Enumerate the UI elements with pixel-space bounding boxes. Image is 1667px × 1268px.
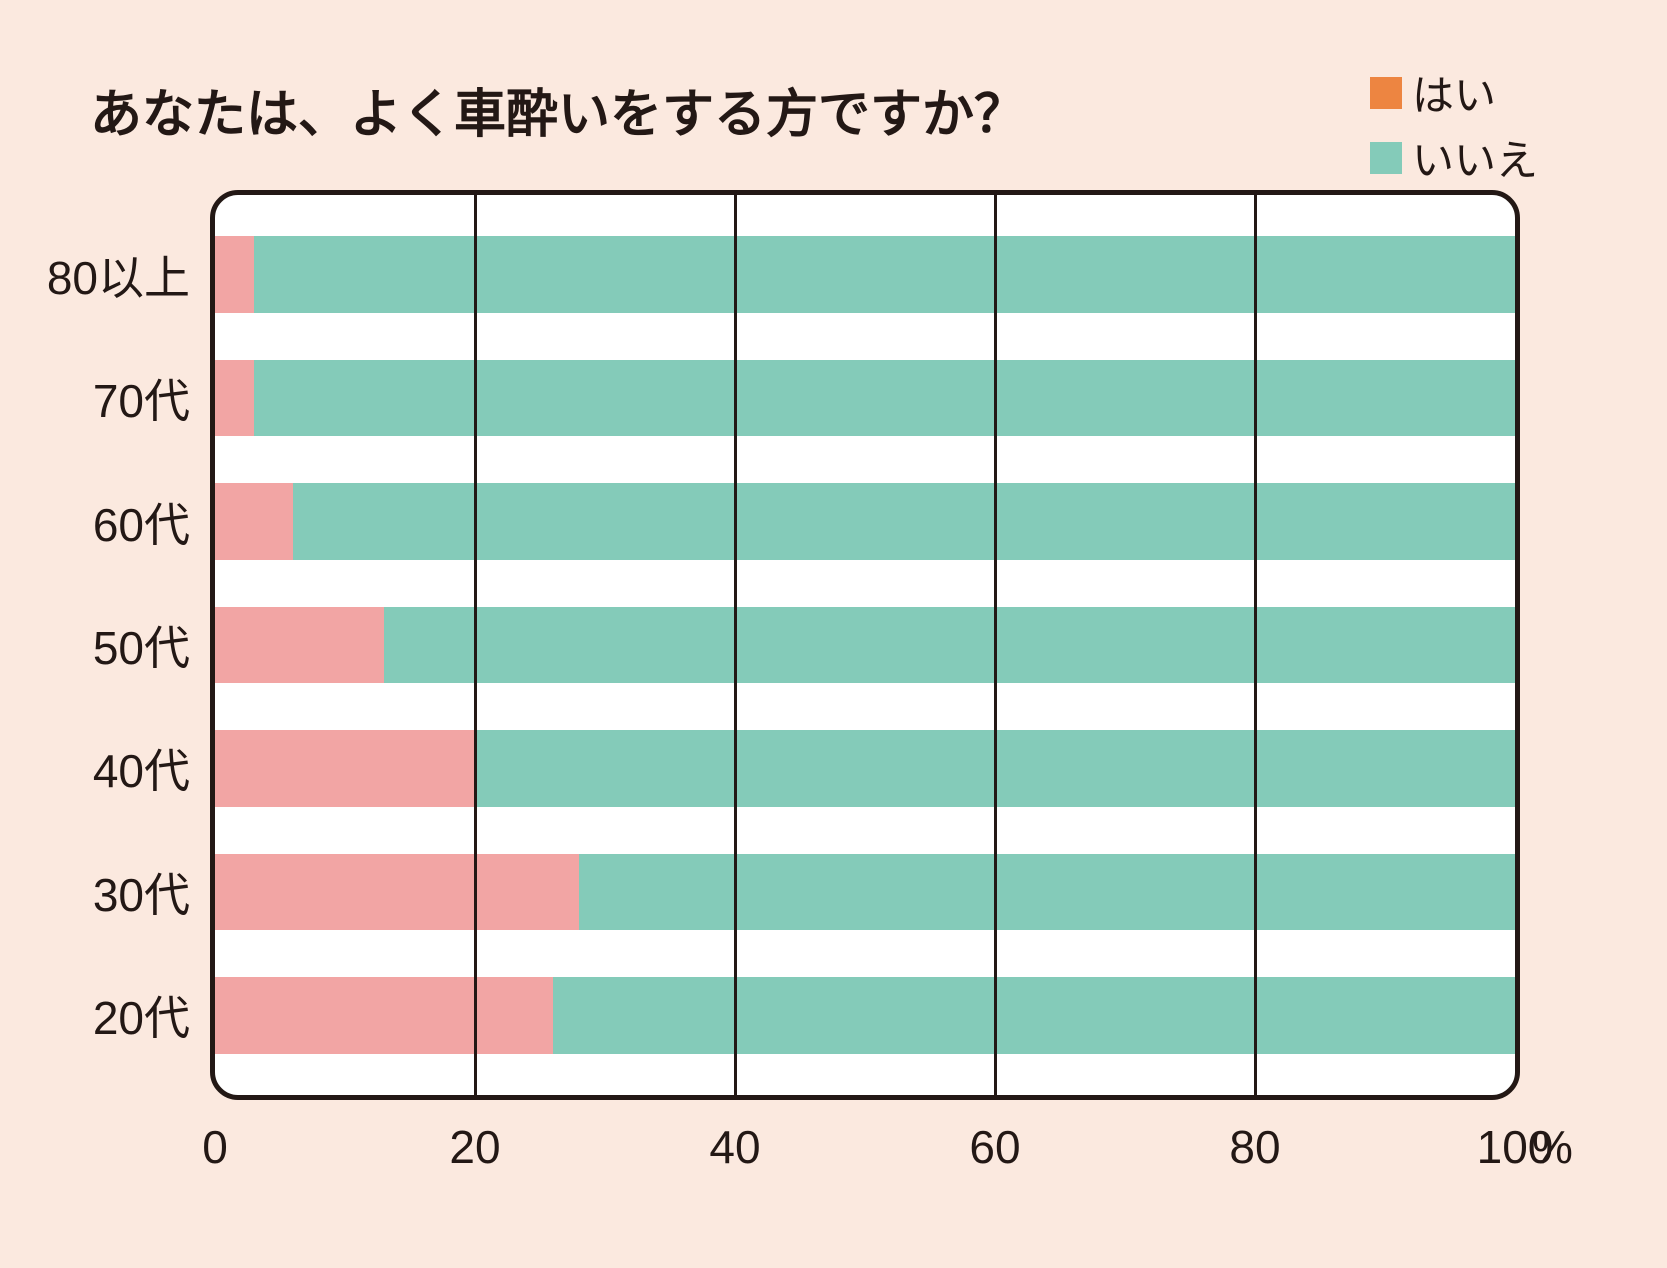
- legend-label-no: いいえ: [1412, 127, 1538, 188]
- bar-row: [215, 213, 1515, 336]
- y-axis-label: 20代: [93, 982, 190, 1048]
- chart-title: あなたは、よく車酔いをする方ですか？: [90, 72, 1026, 147]
- bar-segment-yes: [215, 730, 475, 807]
- y-axis-label: 50代: [93, 612, 190, 678]
- page: あなたは、よく車酔いをする方ですか？ はい いいえ % 80以上70代60代50…: [0, 0, 1667, 1268]
- bar-segment-yes: [215, 977, 553, 1054]
- legend-item-no: いいえ: [1370, 127, 1538, 188]
- bars-container: [215, 195, 1515, 1095]
- bar-row: [215, 336, 1515, 459]
- bar-track: [215, 360, 1515, 437]
- y-axis-label: 70代: [93, 365, 190, 431]
- y-axis-label: 30代: [93, 859, 190, 925]
- x-axis-label: 100: [1477, 1120, 1554, 1174]
- legend-label-yes: はい: [1412, 62, 1496, 123]
- bar-segment-no: [254, 236, 1515, 313]
- plot-area: [210, 190, 1520, 1100]
- gridline: [994, 195, 997, 1095]
- bar-segment-yes: [215, 360, 254, 437]
- legend-swatch-yes: [1370, 77, 1402, 109]
- x-axis-label: 60: [969, 1120, 1020, 1174]
- gridline: [1254, 195, 1257, 1095]
- legend: はい いいえ: [1370, 62, 1538, 188]
- bar-row: [215, 830, 1515, 953]
- bar-track: [215, 236, 1515, 313]
- bar-row: [215, 583, 1515, 706]
- bar-track: [215, 607, 1515, 684]
- bar-segment-no: [579, 854, 1515, 931]
- bar-segment-yes: [215, 607, 384, 684]
- x-axis-label: 20: [449, 1120, 500, 1174]
- bar-segment-yes: [215, 483, 293, 560]
- bar-track: [215, 977, 1515, 1054]
- y-axis-label: 60代: [93, 489, 190, 555]
- bar-segment-yes: [215, 236, 254, 313]
- bar-row: [215, 707, 1515, 830]
- bar-track: [215, 730, 1515, 807]
- bar-segment-no: [553, 977, 1515, 1054]
- x-axis-label: 80: [1229, 1120, 1280, 1174]
- bar-track: [215, 483, 1515, 560]
- x-axis-label: 40: [709, 1120, 760, 1174]
- legend-swatch-no: [1370, 142, 1402, 174]
- y-axis-label: 40代: [93, 735, 190, 801]
- bar-row: [215, 460, 1515, 583]
- bar-segment-no: [384, 607, 1515, 684]
- legend-item-yes: はい: [1370, 62, 1538, 123]
- bar-track: [215, 854, 1515, 931]
- gridline: [734, 195, 737, 1095]
- bar-segment-yes: [215, 854, 579, 931]
- bar-row: [215, 954, 1515, 1077]
- x-axis-label: 0: [202, 1120, 228, 1174]
- bar-segment-no: [254, 360, 1515, 437]
- y-axis-label: 80以上: [47, 242, 190, 308]
- gridline: [474, 195, 477, 1095]
